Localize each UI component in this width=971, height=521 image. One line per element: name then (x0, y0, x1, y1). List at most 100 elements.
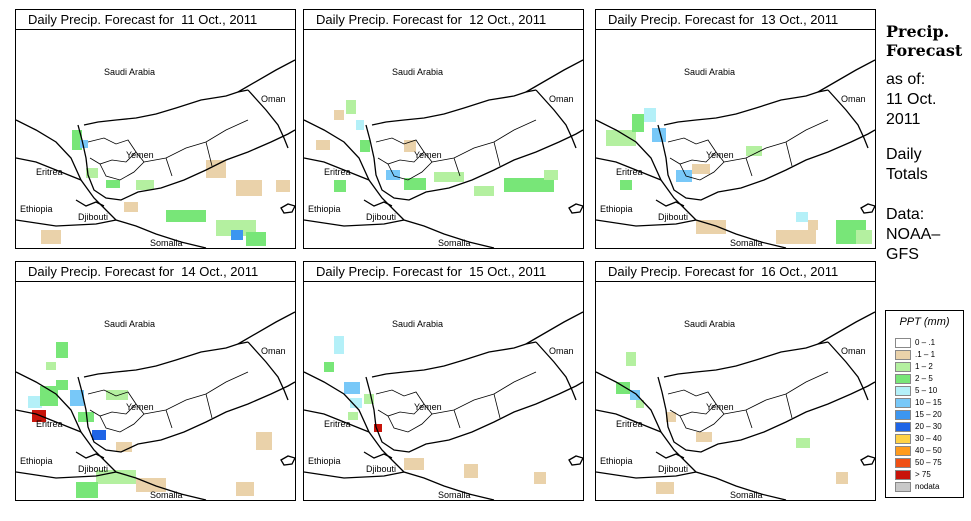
ethiopia-eritrea (304, 409, 370, 433)
precip-map: Saudi Arabia Oman Yemen Eritrea Ethiopia Djib… (304, 59, 583, 248)
ethiopia-eritrea (596, 157, 662, 181)
ethiopia-djibouti (75, 199, 105, 207)
precip-cell (28, 396, 42, 408)
precip-cell (374, 424, 382, 432)
yemen-gov-2 (99, 151, 145, 181)
precip-map: Saudi Arabia Oman Yemen Eritrea Ethiopia Djib… (596, 59, 875, 248)
yemen-coast (365, 376, 583, 453)
somalia-border (16, 219, 117, 227)
oman-border (827, 341, 869, 401)
saudi-yemen-border (371, 341, 537, 378)
yemen-gov-3 (723, 371, 829, 415)
map-label-djibouti: Djibouti (78, 464, 108, 474)
precip-cell (666, 412, 676, 422)
precip-cell (616, 382, 630, 394)
legend-label: 10 – 15 (915, 398, 942, 407)
precip-cell (334, 180, 346, 192)
forecast-panel-oct-13: Daily Precip. Forecast for 13 Oct., 2011… (595, 9, 876, 249)
forecast-panel-oct-14: Daily Precip. Forecast for 14 Oct., 2011… (15, 261, 296, 501)
map-label-eritrea: Eritrea (616, 167, 643, 177)
legend-swatch (895, 458, 911, 468)
coastline (304, 119, 495, 248)
yemen-coast (77, 376, 295, 453)
map-label-yemen: Yemen (414, 150, 442, 160)
yemen-gov-3 (143, 119, 249, 163)
yemen-gov-5 (493, 393, 501, 419)
legend-swatch (895, 398, 911, 408)
map-label-eritrea: Eritrea (324, 167, 351, 177)
socotra (568, 455, 583, 466)
ethiopia-djibouti (655, 451, 685, 459)
precip-cell (116, 442, 132, 452)
map-label-yemen: Yemen (414, 402, 442, 412)
map-label-oman: Oman (841, 94, 866, 104)
map-label-oman: Oman (841, 346, 866, 356)
precip-cell (836, 472, 848, 484)
panel-title: Daily Precip. Forecast for 15 Oct., 2011 (304, 262, 583, 282)
legend-swatch (895, 410, 911, 420)
socotra (860, 455, 875, 466)
precip-cell (41, 230, 61, 244)
precip-cell (404, 458, 424, 470)
yemen-gov-2 (387, 403, 433, 433)
precip-cell (92, 430, 106, 440)
map-label-djibouti: Djibouti (658, 212, 688, 222)
legend-item: 30 – 40 (895, 434, 959, 445)
map-label-eritrea: Eritrea (616, 419, 643, 429)
legend-swatch (895, 350, 911, 360)
yemen-coast (365, 124, 583, 201)
map-label-yemen: Yemen (126, 150, 154, 160)
ethiopia-djibouti (75, 451, 105, 459)
yemen-coast (77, 124, 295, 201)
socotra (860, 203, 875, 214)
precip-cell (106, 180, 120, 188)
oman-coast (237, 59, 295, 93)
precip-cell (434, 172, 464, 182)
ethiopia-eritrea (16, 157, 82, 181)
precip-cell (856, 230, 872, 244)
yemen-gov-3 (723, 119, 829, 163)
saudi-yemen-border (83, 89, 249, 126)
yemen-gov-4 (453, 409, 461, 429)
as-of-label: as of: (886, 71, 926, 88)
yemen-gov-5 (785, 141, 793, 167)
somalia-border (304, 219, 405, 227)
precip-cell (630, 390, 640, 400)
precip-cell (404, 178, 426, 190)
legend-swatch (895, 338, 911, 348)
precip-cell (808, 220, 818, 230)
yemen-coast (657, 376, 875, 453)
sidebar-title: Precip. Forecast (886, 22, 963, 60)
somalia-border (304, 471, 405, 479)
oman-border (535, 89, 577, 149)
oman-border (535, 341, 577, 401)
map-label-ethiopia: Ethiopia (600, 456, 633, 466)
precip-cell (316, 140, 330, 150)
legend-label: .1 – 1 (915, 350, 936, 359)
precip-cell (676, 170, 692, 182)
yemen-gov-2 (679, 151, 725, 181)
map-label-djibouti: Djibouti (78, 212, 108, 222)
period-label: Daily Totals (886, 146, 928, 183)
legend-item: 0 – .1 (895, 338, 959, 349)
map-label-saudi: Saudi Arabia (392, 319, 443, 329)
legend-label: 20 – 30 (915, 422, 942, 431)
oman-border (247, 89, 289, 149)
precip-cell (386, 170, 400, 180)
legend-label: 40 – 50 (915, 446, 942, 455)
map-label-saudi: Saudi Arabia (684, 319, 735, 329)
precip-cell (166, 210, 206, 222)
legend-item: 40 – 50 (895, 446, 959, 457)
precip-cell (652, 128, 666, 142)
map-label-djibouti: Djibouti (366, 464, 396, 474)
precip-cell (606, 130, 636, 146)
map-label-djibouti: Djibouti (366, 212, 396, 222)
socotra (568, 203, 583, 214)
as-of-date: 11 Oct. 2011 (886, 91, 937, 128)
legend-swatch (895, 386, 911, 396)
precip-cell (644, 108, 656, 122)
precip-cell (620, 180, 632, 190)
legend-label: 50 – 75 (915, 458, 942, 467)
legend-item: 5 – 10 (895, 386, 959, 397)
map-label-eritrea: Eritrea (36, 167, 63, 177)
